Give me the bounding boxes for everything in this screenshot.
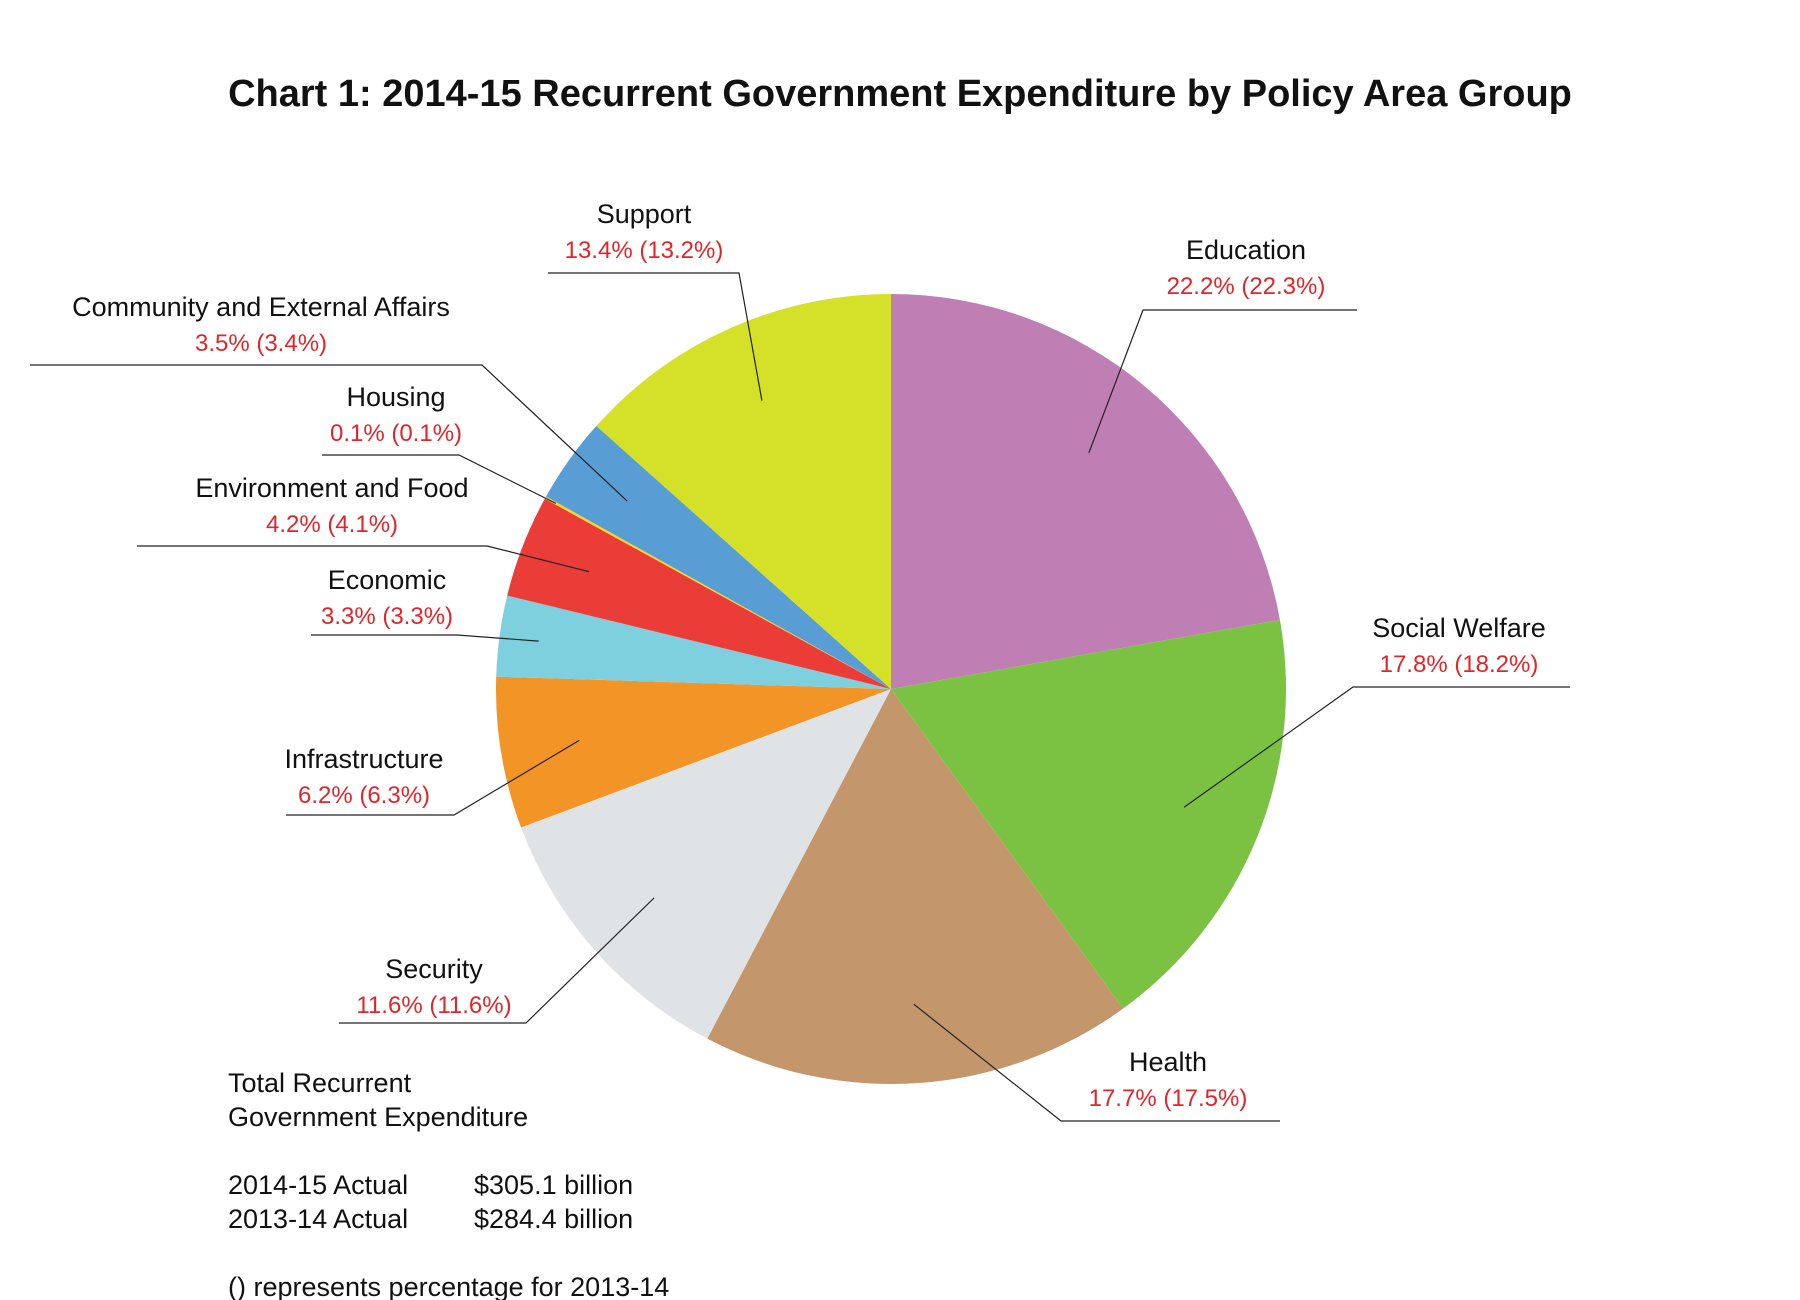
- slice-name-label: Community and External Affairs: [72, 292, 450, 322]
- leader-line-security: [339, 897, 655, 1024]
- total-row-label: 2013-14 Actual: [228, 1204, 408, 1234]
- pie-slice-health: [707, 689, 1124, 1085]
- slice-name-label: Social Welfare: [1372, 613, 1546, 643]
- leader-lines: [30, 272, 1570, 1122]
- pie-slice-security: [521, 689, 891, 1039]
- slice-name-label: Education: [1186, 235, 1306, 265]
- pie-slice-support: [596, 294, 891, 689]
- total-row-amount: $284.4 billion: [474, 1204, 633, 1234]
- leader-line-infrastructure: [286, 739, 580, 816]
- slice-labels: Education 22.2% (22.3%) Social Welfare 17.8…: [72, 199, 1546, 1112]
- leader-line-health: [913, 1003, 1280, 1122]
- leader-line-education: [1088, 309, 1357, 454]
- slice-name-label: Environment and Food: [195, 473, 468, 503]
- leader-line-environment-and-food: [137, 545, 590, 573]
- slice-percent-label: 0.1% (0.1%): [330, 420, 462, 447]
- slice-percent-label: 4.2% (4.1%): [266, 511, 398, 538]
- total-heading-line1: Total Recurrent: [228, 1068, 412, 1098]
- pie-slice-education: [891, 294, 1280, 689]
- pie-slice-housing: [544, 496, 891, 689]
- leader-line-housing: [322, 454, 557, 504]
- pie-slice-infrastructure: [495, 676, 891, 828]
- chart-title: Chart 1: 2014-15 Recurrent Government Ex…: [228, 73, 1572, 115]
- total-notes: Total Recurrent Government Expenditure 2…: [228, 1068, 669, 1300]
- slice-name-label: Housing: [346, 382, 445, 412]
- pie-slices: [495, 294, 1286, 1085]
- pie-slice-social-welfare: [891, 619, 1286, 1009]
- total-row-amount: $305.1 billion: [474, 1170, 633, 1200]
- slice-percent-label: 6.2% (6.3%): [298, 782, 430, 809]
- slice-name-label: Economic: [328, 565, 447, 595]
- slice-percent-label: 17.8% (18.2%): [1380, 651, 1539, 678]
- slice-percent-label: 11.6% (11.6%): [356, 992, 511, 1019]
- footnote: () represents percentage for 2013-14: [228, 1272, 669, 1300]
- slice-percent-label: 3.3% (3.3%): [321, 603, 453, 630]
- leader-line-economic: [311, 634, 539, 642]
- slice-percent-label: 22.2% (22.3%): [1167, 273, 1326, 300]
- pie-slice-economic: [496, 595, 891, 689]
- leader-line-community-and-external-affairs: [30, 364, 628, 502]
- pie-slice-community-and-external-affairs: [546, 425, 891, 689]
- slice-name-label: Health: [1129, 1047, 1207, 1077]
- slice-percent-label: 13.4% (13.2%): [565, 237, 724, 264]
- total-heading-line2: Government Expenditure: [228, 1102, 528, 1132]
- leader-line-social-welfare: [1183, 686, 1570, 808]
- slice-percent-label: 17.7% (17.5%): [1089, 1085, 1248, 1112]
- leader-line-support: [548, 272, 763, 401]
- slice-percent-label: 3.5% (3.4%): [195, 330, 327, 357]
- slice-name-label: Infrastructure: [284, 744, 443, 774]
- slice-name-label: Security: [385, 954, 483, 984]
- total-row-label: 2014-15 Actual: [228, 1170, 408, 1200]
- pie-slice-environment-and-food: [507, 498, 891, 689]
- slice-name-label: Support: [597, 199, 692, 229]
